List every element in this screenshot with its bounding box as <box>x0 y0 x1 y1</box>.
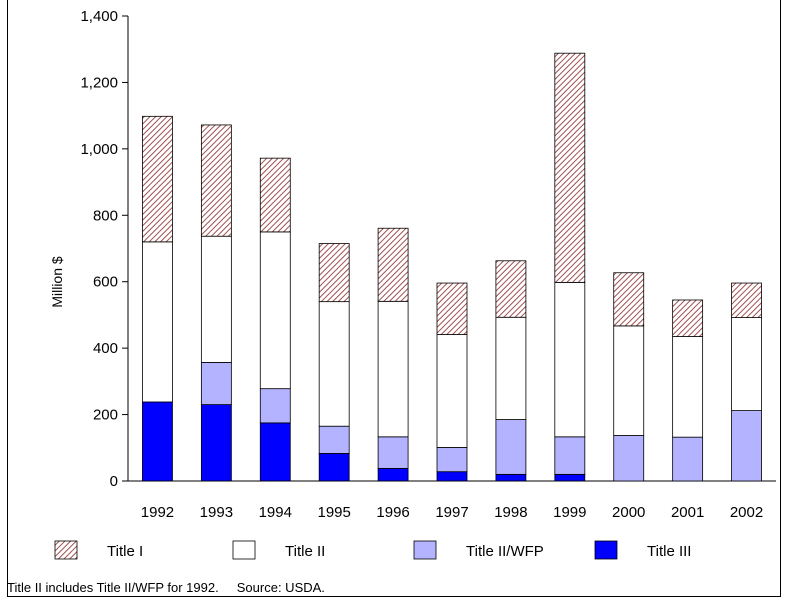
legend-label-title-ii: Title II <box>285 543 325 560</box>
bar-title-ii-1994 <box>259 231 291 390</box>
y-tick-label: 200 <box>93 407 118 424</box>
x-tick-label: 1997 <box>435 504 468 521</box>
legend-swatch-title-ii-wfp <box>413 540 437 560</box>
legend-label-title-iii: Title III <box>647 543 691 560</box>
bar-title-i-1996 <box>377 227 409 302</box>
x-tick-label: 2001 <box>671 504 704 521</box>
bar-title-iii-1999 <box>554 473 586 482</box>
y-tick-label: 400 <box>93 340 118 357</box>
x-tick-label: 1994 <box>259 504 292 521</box>
footnote-note: Title II includes Title II/WFP for 1992. <box>7 580 219 595</box>
footnote: Title II includes Title II/WFP for 1992.… <box>7 580 325 595</box>
bar-title-iii-1994 <box>259 422 291 482</box>
bar-title-ii-wfp-2000 <box>613 435 645 482</box>
x-tick-label: 2002 <box>730 504 763 521</box>
footnote-source: Source: USDA. <box>236 580 325 595</box>
x-tick-label: 1999 <box>553 504 586 521</box>
bar-title-ii-1997 <box>436 334 468 448</box>
chart-frame <box>7 0 781 597</box>
bar-title-i-2000 <box>613 272 645 327</box>
y-tick-label: 600 <box>93 274 118 291</box>
bar-title-iii-1998 <box>495 473 527 482</box>
bar-title-iii-1995 <box>318 453 350 482</box>
legend-label-title-i: Title I <box>107 543 143 560</box>
bar-title-i-1994 <box>259 157 291 233</box>
bar-title-ii-wfp-1994 <box>259 388 291 424</box>
bar-title-i-1993 <box>200 124 232 237</box>
bar-title-ii-wfp-1998 <box>495 419 527 475</box>
y-tick-label: 1,400 <box>80 8 118 25</box>
bar-title-ii-2000 <box>613 325 645 436</box>
y-tick-label: 1,000 <box>80 141 118 158</box>
y-tick-label: 800 <box>93 207 118 224</box>
bar-title-ii-1995 <box>318 301 350 427</box>
bar-title-ii-wfp-1997 <box>436 447 468 473</box>
bar-title-i-1995 <box>318 243 350 303</box>
bar-title-iii-1993 <box>200 404 232 482</box>
legend-swatch-title-iii <box>594 540 618 560</box>
x-tick-label: 1992 <box>141 504 174 521</box>
bar-title-ii-2002 <box>731 317 762 411</box>
bar-title-ii-1996 <box>377 300 409 438</box>
bar-title-ii-1999 <box>554 281 586 438</box>
y-tick-label: 0 <box>110 473 118 490</box>
x-tick-label: 1998 <box>494 504 527 521</box>
bar-title-ii-wfp-1999 <box>554 436 586 475</box>
bar-title-iii-1997 <box>436 471 468 482</box>
bar-title-ii-wfp-2001 <box>672 436 704 482</box>
bar-title-i-1997 <box>436 282 468 335</box>
legend-swatch-title-ii <box>232 540 256 560</box>
legend-swatch-title-i <box>54 540 78 560</box>
bar-title-i-1999 <box>554 52 586 283</box>
bar-title-ii-2001 <box>672 336 704 438</box>
bar-title-ii-1998 <box>495 316 527 420</box>
bar-title-iii-1992 <box>142 401 173 482</box>
bar-title-i-1992 <box>142 115 173 243</box>
x-tick-label: 2000 <box>612 504 645 521</box>
bar-title-ii-wfp-1995 <box>318 425 350 454</box>
bar-title-i-1998 <box>495 260 527 318</box>
bar-title-i-2001 <box>672 299 704 337</box>
y-tick-label: 1,200 <box>80 74 118 91</box>
x-tick-label: 1995 <box>317 504 350 521</box>
bar-title-ii-1992 <box>142 241 173 403</box>
x-tick-label: 1993 <box>200 504 233 521</box>
bar-title-ii-wfp-1993 <box>200 362 232 406</box>
bar-title-ii-wfp-2002 <box>731 410 762 482</box>
bar-title-ii-1993 <box>200 235 232 363</box>
y-axis-title: Million $ <box>49 256 65 308</box>
legend-label-title-ii-wfp: Title II/WFP <box>466 543 544 560</box>
bar-title-ii-wfp-1996 <box>377 436 409 469</box>
bar-title-iii-1996 <box>377 467 409 482</box>
bar-title-i-2002 <box>731 282 762 318</box>
x-tick-label: 1996 <box>376 504 409 521</box>
